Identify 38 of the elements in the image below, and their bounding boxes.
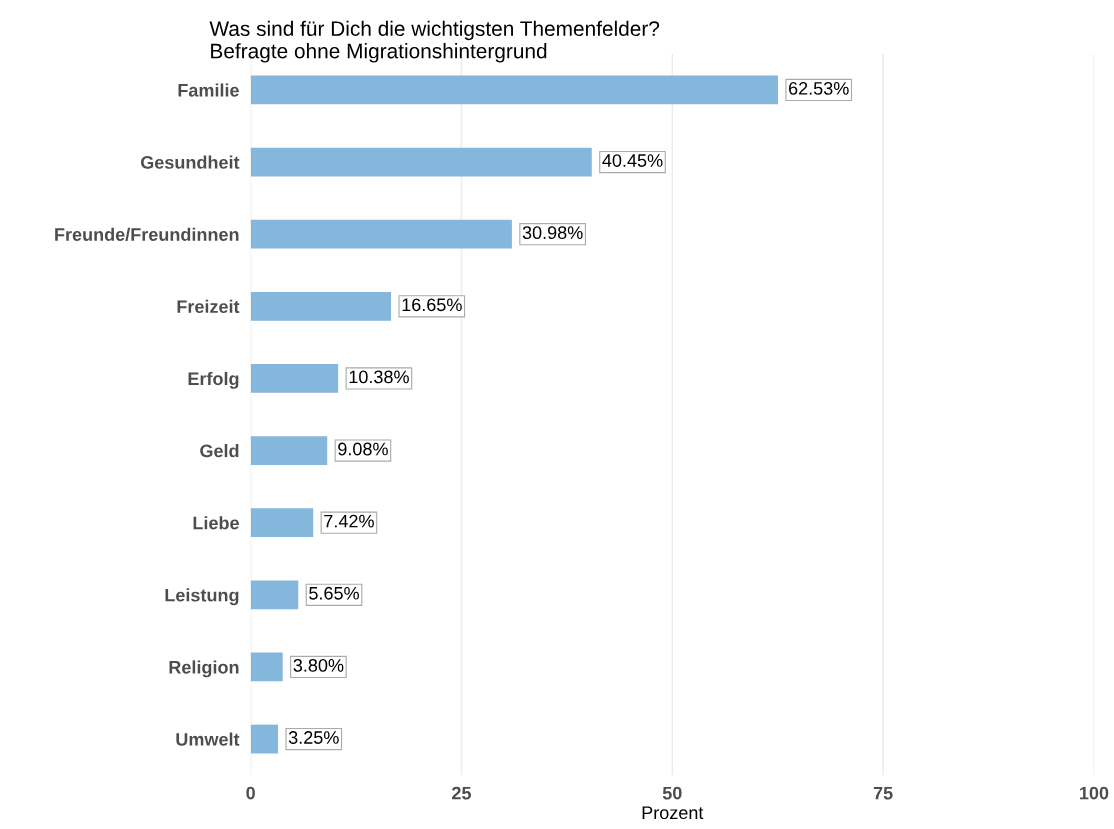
data-label: 16.65%: [402, 298, 462, 312]
data-label: 62.53%: [789, 82, 849, 95]
data-label: 9.08%: [338, 442, 388, 456]
y-tick-label: Freunde/Freundinnen: [55, 227, 239, 242]
x-axis-title: Prozent: [642, 806, 704, 820]
x-tick-label: 100: [1080, 786, 1109, 800]
bar: [250, 147, 592, 177]
bar: [250, 508, 314, 538]
bar: [250, 75, 778, 105]
y-tick-label: Liebe: [193, 516, 239, 530]
data-label: 3.25%: [288, 731, 339, 744]
x-tick-label: 50: [662, 786, 682, 800]
y-tick-label: Umwelt: [176, 732, 240, 746]
y-tick-label: Freizeit: [177, 299, 240, 314]
bar: [250, 219, 512, 249]
x-tick-label: 75: [873, 786, 893, 800]
bar: [250, 652, 283, 682]
data-label: 30.98%: [522, 226, 583, 240]
y-tick-label: Geld: [200, 444, 239, 458]
data-label: 40.45%: [602, 154, 663, 167]
y-tick-label: Gesundheit: [140, 155, 240, 169]
x-tick-label: 25: [452, 786, 472, 800]
data-label: 5.65%: [309, 586, 359, 600]
x-tick-label: 0: [246, 786, 255, 800]
chart-subtitle: Befragte ohne Migrationshintergrund: [211, 43, 547, 63]
bar: [250, 364, 339, 393]
chart-title: Was sind für Dich die wichtigsten Themenfelder?: [209, 20, 660, 41]
bar: [250, 291, 392, 321]
y-tick-label: Erfolg: [188, 371, 239, 389]
y-tick-label: Familie: [178, 83, 239, 97]
data-label: 7.42%: [324, 514, 374, 528]
bar: [250, 436, 328, 465]
bar: [250, 580, 299, 610]
bar: [250, 724, 279, 754]
y-tick-label: Religion: [169, 660, 239, 678]
data-label: 10.38%: [349, 370, 409, 384]
data-label: 3.80%: [293, 658, 344, 672]
y-tick-label: Leistung: [165, 588, 239, 606]
